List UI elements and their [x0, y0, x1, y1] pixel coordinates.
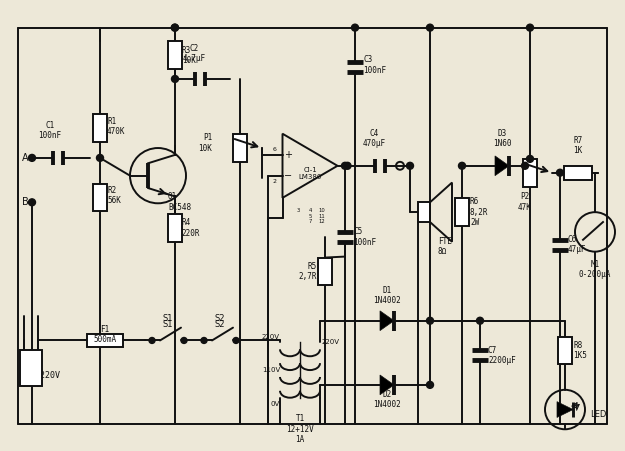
Bar: [20, 350, 42, 386]
Text: C4
470μF: C4 470μF: [362, 129, 386, 148]
Circle shape: [233, 337, 239, 343]
Text: R7
1K: R7 1K: [573, 136, 582, 155]
Bar: [564, 166, 592, 179]
Circle shape: [459, 162, 466, 169]
Polygon shape: [557, 402, 573, 418]
Circle shape: [149, 337, 155, 343]
Circle shape: [29, 154, 36, 161]
Text: R6
8,2R
2W: R6 8,2R 2W: [470, 197, 489, 227]
Text: C7
2200μF: C7 2200μF: [488, 345, 516, 365]
Circle shape: [556, 169, 564, 176]
Text: 3: 3: [296, 208, 299, 213]
Text: D2
1N4002: D2 1N4002: [373, 390, 401, 409]
Text: R5
2,7R: R5 2,7R: [299, 262, 317, 281]
Text: S1: S1: [162, 314, 173, 323]
Text: 14: 14: [344, 163, 351, 168]
Circle shape: [171, 75, 179, 83]
Bar: [87, 334, 123, 347]
Text: 110/220V: 110/220V: [20, 371, 60, 379]
Text: P1
10K: P1 10K: [198, 133, 212, 153]
Text: S2: S2: [215, 314, 225, 323]
Text: C5
100nF: C5 100nF: [353, 227, 376, 247]
Bar: [93, 115, 107, 142]
Bar: [168, 214, 182, 242]
Circle shape: [171, 24, 179, 31]
Text: 2: 2: [272, 179, 276, 184]
Text: C1
100nF: C1 100nF: [39, 121, 61, 140]
Circle shape: [526, 156, 534, 162]
Text: R1
470K: R1 470K: [107, 117, 126, 136]
Text: R8
1K5: R8 1K5: [573, 341, 587, 360]
Bar: [233, 134, 247, 162]
Circle shape: [426, 317, 434, 324]
Bar: [558, 336, 572, 364]
Text: 220V: 220V: [262, 334, 280, 340]
Text: 6: 6: [272, 147, 276, 152]
Text: C6
47μF: C6 47μF: [568, 235, 586, 254]
Text: A: A: [22, 153, 29, 163]
Text: C2
4,7μF: C2 4,7μF: [182, 44, 206, 63]
Text: C3
100nF: C3 100nF: [363, 55, 386, 75]
Circle shape: [521, 162, 529, 169]
Text: D1
1N4002: D1 1N4002: [373, 285, 401, 305]
Text: D3
1N60: D3 1N60: [492, 129, 511, 148]
Polygon shape: [380, 375, 394, 395]
Text: 4
5
7: 4 5 7: [308, 208, 312, 224]
Polygon shape: [495, 156, 509, 175]
Circle shape: [351, 24, 359, 31]
Text: R2
56K: R2 56K: [107, 186, 121, 205]
Circle shape: [526, 24, 534, 31]
Circle shape: [341, 162, 349, 169]
Bar: [418, 202, 430, 222]
Text: M1
0-200μA: M1 0-200μA: [579, 259, 611, 279]
Circle shape: [171, 24, 178, 31]
Text: LED: LED: [590, 410, 606, 419]
Circle shape: [201, 337, 207, 343]
Text: FTE
8Ω: FTE 8Ω: [438, 237, 452, 256]
Text: S2: S2: [215, 320, 225, 329]
Circle shape: [426, 382, 434, 388]
Circle shape: [96, 154, 104, 161]
Bar: [318, 258, 332, 285]
Text: S1: S1: [162, 320, 173, 329]
Text: P2
47K: P2 47K: [518, 193, 532, 212]
Circle shape: [406, 162, 414, 169]
Text: 220V: 220V: [322, 340, 340, 345]
Text: Q1
BC548: Q1 BC548: [168, 193, 191, 212]
Polygon shape: [380, 311, 394, 331]
Text: R4
220R: R4 220R: [182, 218, 200, 238]
Circle shape: [344, 162, 351, 169]
Text: F1
500mA: F1 500mA: [94, 325, 116, 344]
Bar: [455, 198, 469, 226]
Bar: [523, 159, 537, 187]
Circle shape: [29, 199, 36, 206]
Circle shape: [426, 24, 434, 31]
Text: 10
11
12: 10 11 12: [319, 208, 326, 224]
Text: 110V: 110V: [262, 367, 280, 373]
Text: −: −: [284, 171, 292, 181]
Circle shape: [476, 317, 484, 324]
Text: +: +: [284, 150, 292, 160]
Bar: [168, 41, 182, 69]
Bar: [93, 184, 107, 211]
Text: CI-1
LM380: CI-1 LM380: [298, 167, 322, 180]
Circle shape: [181, 337, 187, 343]
Text: 0V: 0V: [271, 400, 280, 407]
Text: T1
12+12V
1A: T1 12+12V 1A: [286, 414, 314, 444]
Text: B: B: [22, 197, 29, 207]
Text: R3
10K: R3 10K: [182, 46, 196, 65]
